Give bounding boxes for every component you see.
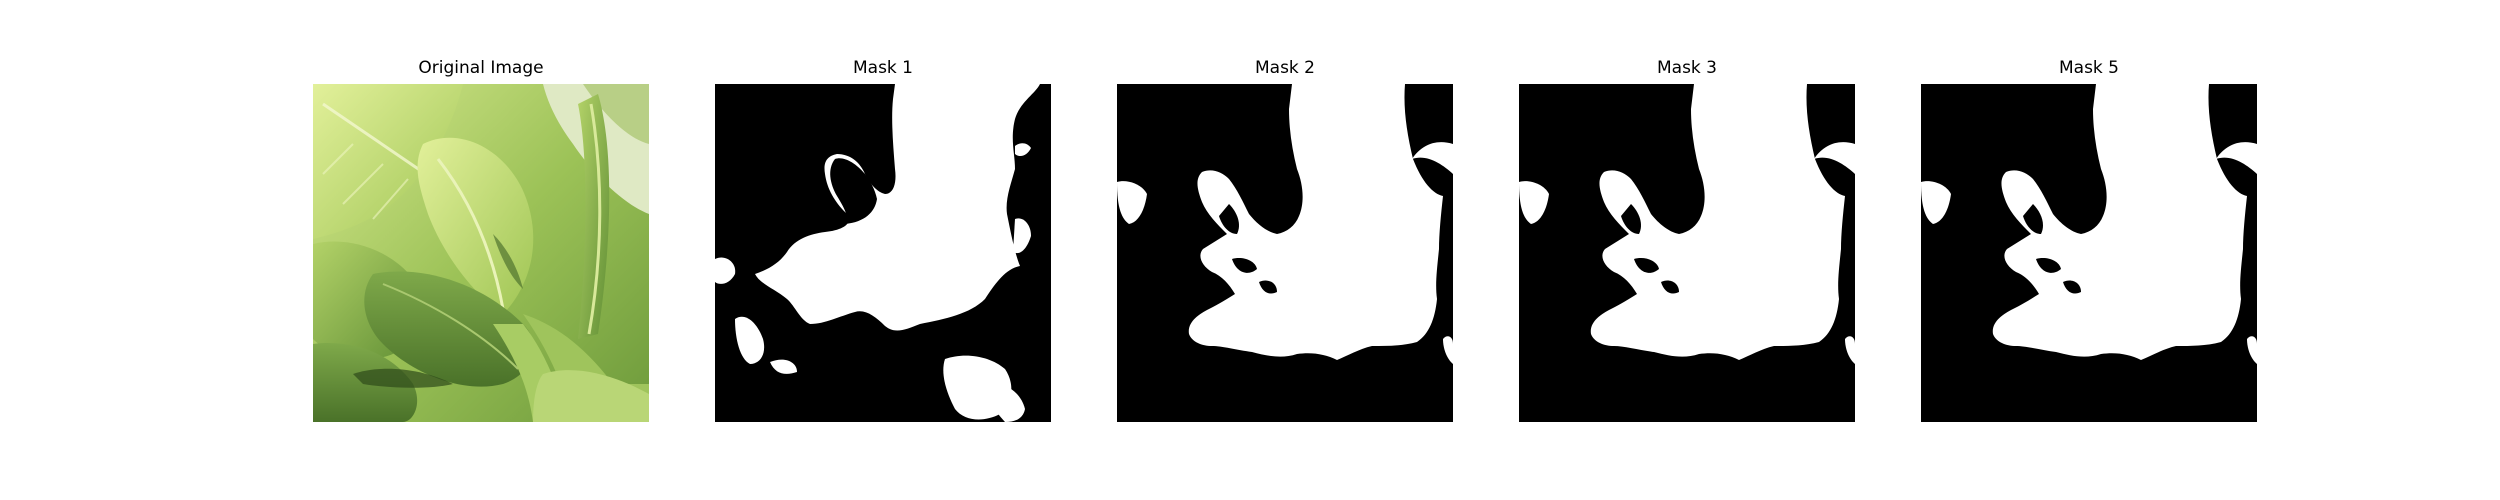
mask-2-shape bbox=[1117, 84, 1453, 422]
mask-5-image bbox=[1921, 84, 2257, 422]
mask-1-image bbox=[715, 84, 1051, 422]
original-image-title: Original Image bbox=[418, 58, 544, 78]
mask-1-shape bbox=[715, 84, 1051, 422]
plant-photo bbox=[313, 84, 649, 422]
original-image bbox=[313, 84, 649, 422]
mask-1-title: Mask 1 bbox=[852, 58, 913, 78]
mask-3-title: Mask 3 bbox=[1656, 58, 1717, 78]
mask-3-image bbox=[1519, 84, 1855, 422]
mask-2-image bbox=[1117, 84, 1453, 422]
mask-2-title: Mask 2 bbox=[1254, 58, 1315, 78]
mask-3-shape bbox=[1519, 84, 1855, 422]
mask-5-title: Mask 5 bbox=[2058, 58, 2119, 78]
mask-5-shape bbox=[1921, 84, 2257, 422]
